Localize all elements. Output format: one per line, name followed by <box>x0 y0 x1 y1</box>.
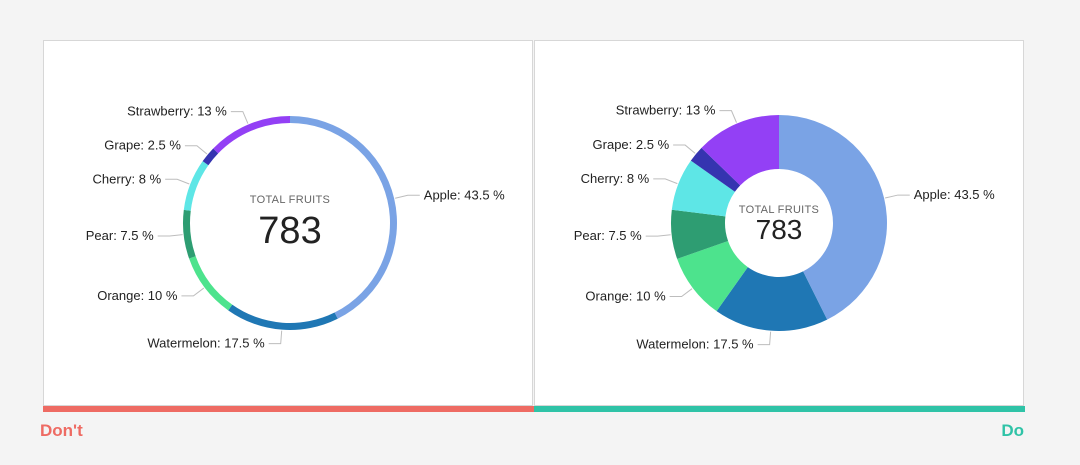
dont-label-orange: Orange: 10 % <box>97 288 178 303</box>
dont-label-apple: Apple: 43.5 % <box>424 187 505 202</box>
do-label-cherry: Cherry: 8 % <box>581 171 650 186</box>
do-leader-cherry <box>653 178 678 185</box>
do-chart-panel: Apple: 43.5 % Watermelon: 17.5 % Orange: 1… <box>534 40 1024 406</box>
do-center-title: TOTAL FRUITS <box>739 204 819 216</box>
do-slice-pear <box>671 209 729 259</box>
dont-center-total: 783 <box>258 210 321 252</box>
dont-slice-grape <box>202 148 219 166</box>
do-slice-cherry <box>671 160 735 217</box>
dont-label-strawberry: Strawberry: 13 % <box>127 104 227 119</box>
do-label-grape: Grape: 2.5 % <box>593 137 670 152</box>
do-center-total: 783 <box>756 214 803 245</box>
dont-slice-strawberry <box>213 116 290 154</box>
do-leader-pear <box>645 234 671 237</box>
do-leader-apple <box>884 194 910 199</box>
dont-slice-orange <box>189 256 233 311</box>
dont-label-cherry: Cherry: 8 % <box>93 171 162 186</box>
do-slice-strawberry <box>701 115 779 186</box>
dont-label-watermelon: Watermelon: 17.5 % <box>147 336 265 351</box>
dont-leader-apple <box>395 194 420 199</box>
do-leader-grape <box>673 144 696 154</box>
do-slice-watermelon <box>716 267 828 331</box>
dont-leader-cherry <box>165 178 190 185</box>
dont-accent-bar <box>43 406 534 412</box>
do-leader-strawberry <box>719 110 737 123</box>
do-leader-watermelon <box>757 331 772 346</box>
do-leader-orange <box>669 288 693 298</box>
do-accent-bar <box>534 406 1025 412</box>
do-label-pear: Pear: 7.5 % <box>574 228 642 243</box>
do-label-strawberry: Strawberry: 13 % <box>616 103 716 118</box>
do-label-apple: Apple: 43.5 % <box>914 187 995 202</box>
do-slice-orange <box>677 240 748 312</box>
dont-leader-pear <box>157 234 183 237</box>
dont-slice-cherry <box>183 161 209 211</box>
dont-label-pear: Pear: 7.5 % <box>86 228 154 243</box>
do-label-watermelon: Watermelon: 17.5 % <box>636 337 754 352</box>
dont-label: Don't <box>40 421 83 440</box>
dont-center-title: TOTAL FRUITS <box>250 194 330 206</box>
dont-slice-watermelon <box>228 304 338 330</box>
dont-leader-watermelon <box>268 330 283 345</box>
do-label-orange: Orange: 10 % <box>585 289 666 304</box>
do-slice-apple <box>779 115 887 320</box>
do-slice-grape <box>690 147 741 192</box>
do-donut-chart: Apple: 43.5 % Watermelon: 17.5 % Orange: 1… <box>574 103 995 352</box>
dont-leader-strawberry <box>230 111 249 124</box>
dont-slice-pear <box>182 209 196 259</box>
dont-leader-orange <box>181 287 205 297</box>
dont-label-grape: Grape: 2.5 % <box>104 138 181 153</box>
do-label: Do <box>1001 421 1024 440</box>
dont-chart-panel: Apple: 43.5 % Watermelon: 17.5 % Orange: 1… <box>43 40 533 406</box>
dont-leader-grape <box>184 145 208 155</box>
dont-donut-chart: Apple: 43.5 % Watermelon: 17.5 % Orange: 1… <box>86 104 505 351</box>
